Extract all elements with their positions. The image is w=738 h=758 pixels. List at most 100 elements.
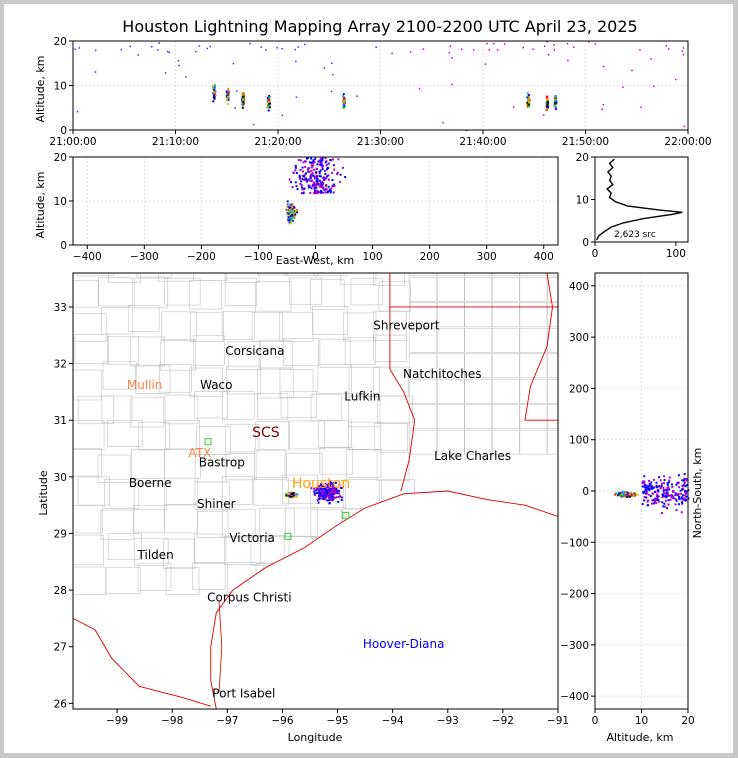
lightning-source — [299, 182, 302, 185]
county-outline — [408, 353, 438, 379]
lightning-source — [320, 482, 323, 485]
lightning-source — [316, 176, 319, 179]
lightning-source — [323, 497, 326, 500]
lightning-source — [621, 491, 624, 494]
city-label: Victoria — [229, 531, 275, 545]
lightning-source — [330, 187, 333, 190]
lightning-source — [553, 103, 556, 106]
county-outline — [318, 419, 352, 448]
lightning-source — [286, 203, 289, 206]
lightning-source — [672, 496, 675, 499]
lightning-source — [409, 51, 412, 53]
lightning-source — [249, 42, 251, 45]
y-tick-label: −100 — [560, 537, 589, 549]
lightning-source — [290, 207, 293, 210]
lightning-source — [616, 494, 619, 497]
lightning-source — [651, 492, 654, 495]
county-outline — [283, 338, 319, 367]
lightning-source — [333, 493, 336, 496]
lightning-source — [666, 488, 669, 491]
lightning-source — [329, 191, 332, 194]
lightning-source — [318, 170, 321, 173]
lightning-source — [681, 484, 684, 487]
lightning-source — [657, 495, 660, 498]
lightning-source — [685, 495, 688, 498]
lightning-source — [327, 482, 330, 485]
lightning-source — [553, 49, 556, 51]
lightning-source — [211, 91, 214, 94]
lightning-source — [527, 94, 530, 97]
map-frame — [72, 272, 559, 710]
ew-panel-ylabel: Altitude, km — [34, 171, 47, 238]
lightning-source — [682, 484, 685, 487]
lightning-source — [226, 95, 229, 98]
city-label: Houston — [292, 476, 350, 492]
county-outline — [546, 378, 558, 404]
lightning-source — [340, 498, 343, 501]
county-outline — [225, 423, 260, 453]
lightning-source — [553, 98, 556, 101]
county-outline — [436, 353, 466, 379]
lightning-source — [325, 160, 328, 163]
county-outline — [519, 353, 548, 379]
lightning-source — [686, 483, 689, 486]
lightning-source — [665, 494, 668, 497]
lightning-source — [588, 41, 590, 43]
lightning-source — [330, 494, 333, 497]
lightning-source — [324, 191, 327, 194]
lightning-source — [667, 48, 670, 50]
county-outline — [464, 277, 493, 302]
lightning-source — [288, 206, 291, 209]
lightning-source — [319, 175, 322, 178]
county-outline — [345, 448, 382, 478]
lightning-source — [643, 485, 646, 488]
lightning-source — [289, 222, 292, 225]
county-outline — [98, 277, 133, 307]
x-tick-label: −92 — [492, 715, 514, 727]
lightning-source — [313, 186, 316, 189]
county-outline — [73, 534, 104, 566]
x-tick-label: −97 — [216, 715, 238, 727]
lightning-source — [310, 166, 313, 169]
altitude-north-south-panel: 0 10 20 −400 −300 −200 −100 0 100 200 300 400 — [560, 272, 695, 727]
lightning-source — [573, 46, 575, 49]
y-tick-label: −300 — [560, 640, 589, 652]
lightning-source — [685, 492, 688, 495]
histogram-annotation: 2,623 src — [614, 230, 656, 240]
lightning-source — [314, 184, 317, 187]
lightning-source — [227, 93, 230, 96]
lightning-source — [287, 219, 290, 222]
lightning-source — [318, 185, 321, 188]
county-outline — [74, 333, 109, 364]
county-outline — [189, 367, 223, 397]
lightning-source — [323, 178, 326, 181]
county-outline — [279, 312, 314, 342]
lightning-source — [644, 489, 647, 492]
county-outline — [491, 273, 521, 277]
lightning-source — [663, 505, 666, 508]
lightning-source — [336, 491, 339, 494]
lightning-source — [319, 169, 322, 172]
lightning-source — [326, 190, 329, 193]
lightning-source — [320, 159, 323, 162]
lightning-source — [553, 104, 556, 107]
lightning-source — [326, 166, 329, 169]
lightning-source — [313, 168, 316, 171]
x-tick-label: 21:30:00 — [357, 136, 404, 148]
county-outline — [254, 449, 286, 480]
county-outline — [519, 277, 548, 302]
lightning-source — [422, 48, 425, 50]
x-tick-label: 100 — [363, 251, 383, 263]
lightning-source — [338, 483, 341, 486]
lightning-source — [312, 162, 315, 165]
lightning-source — [292, 494, 295, 497]
lightning-source — [567, 59, 569, 62]
county-outline — [312, 305, 349, 335]
lightning-source — [547, 106, 550, 109]
lightning-source — [325, 496, 328, 499]
lightning-source — [212, 87, 215, 90]
lightning-source — [320, 483, 323, 486]
county-outline — [258, 507, 296, 537]
lightning-source — [268, 106, 271, 109]
coastline — [210, 490, 558, 709]
